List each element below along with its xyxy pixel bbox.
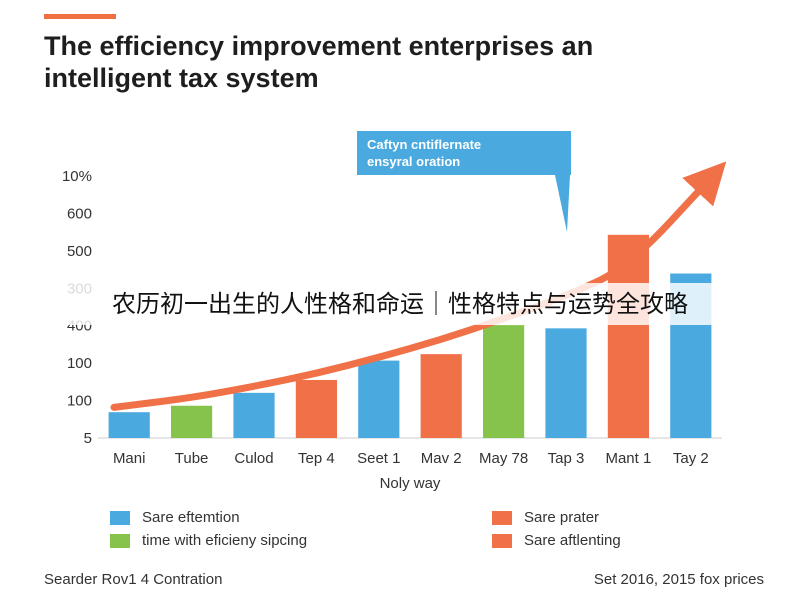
bar-seet-1 <box>358 360 400 438</box>
x-tick-label: Mani <box>113 450 146 467</box>
bar-may-78 <box>483 325 525 438</box>
legend-label: time with eficieny sipcing <box>142 532 308 549</box>
legend-right: Sare prater Sare aftlenting <box>492 506 621 552</box>
x-tick-label: Culod <box>234 450 273 467</box>
bar-tep-4 <box>295 379 337 438</box>
legend-swatch <box>492 510 512 525</box>
x-tick-label: May 78 <box>479 450 528 467</box>
legend-label: Sare prater <box>524 509 600 526</box>
bar-culod <box>233 392 275 438</box>
bar-tube <box>171 405 213 438</box>
x-tick-label: Tube <box>175 450 209 467</box>
title-accent-bar <box>44 14 116 19</box>
legend-label: Sare eftemtion <box>142 509 240 526</box>
footer-source: Searder Rov1 4 Contration <box>44 571 223 588</box>
y-tick-label: 100 <box>67 355 92 372</box>
bar-mav-2 <box>420 354 462 438</box>
chart-title-line-1: The efficiency improvement enterprises a… <box>44 31 594 61</box>
x-tick-label: Tay 2 <box>673 450 709 467</box>
x-tick-label: Tap 3 <box>548 450 585 467</box>
legend-item: Sare prater <box>492 506 621 529</box>
bar-mani <box>108 412 150 438</box>
callout-line-2: ensyral oration <box>367 154 460 169</box>
x-axis-label: Noly way <box>380 475 441 492</box>
legend-label: Sare aftlenting <box>524 532 621 549</box>
callout-line-1: Caftyn cntiflernate <box>367 137 481 152</box>
callout-box: Caftyn cntiflernate ensyral oration <box>357 131 571 232</box>
x-tick-label: Mav 2 <box>421 450 462 467</box>
overlay-banner: 农历初一出生的人性格和命运｜性格特点与运势全攻略 <box>0 283 800 325</box>
legend-swatch <box>110 533 130 548</box>
legend-swatch <box>492 533 512 548</box>
legend-left: Sare eftemtion time with eficieny sipcin… <box>110 506 307 552</box>
x-tick-label: Seet 1 <box>357 450 400 467</box>
x-tick-label: Mant 1 <box>605 450 651 467</box>
y-tick-label: 100 <box>67 393 92 410</box>
bar-tap-3 <box>545 328 587 438</box>
y-tick-label: 600 <box>67 205 92 222</box>
legend-item: Sare eftemtion <box>110 506 307 529</box>
chart-title: The efficiency improvement enterprises a… <box>44 30 764 94</box>
y-tick-label: 10% <box>62 168 92 185</box>
footer-note: Set 2016, 2015 fox prices <box>593 571 764 588</box>
legend-item: Sare aftlenting <box>492 529 621 552</box>
y-tick-label: 5 <box>84 430 92 447</box>
chart-title-line-2: intelligent tax system <box>44 63 319 93</box>
legend-item: time with eficieny sipcing <box>110 529 307 552</box>
x-tick-label: Tep 4 <box>298 450 335 467</box>
legend-swatch <box>110 510 130 525</box>
y-tick-label: 500 <box>67 243 92 260</box>
